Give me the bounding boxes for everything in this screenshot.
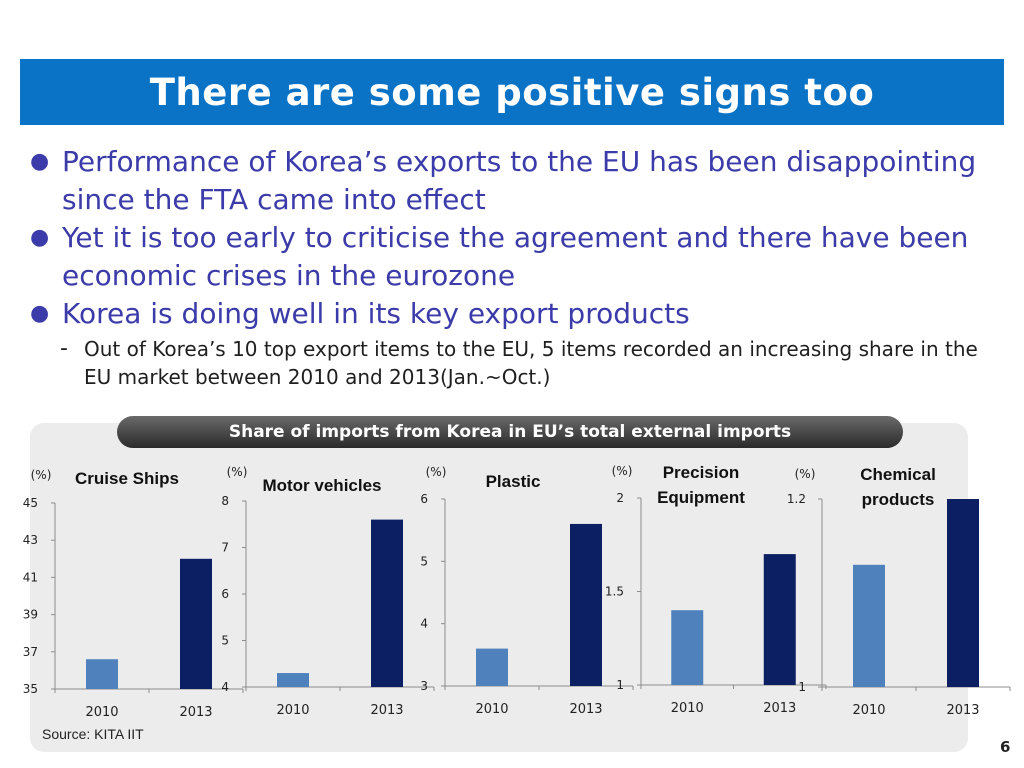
y-tick-label: 1 — [798, 680, 806, 694]
y-tick-label: 39 — [23, 608, 38, 622]
bar-2013 — [570, 523, 602, 686]
chart-title: Plastic — [486, 472, 541, 491]
x-category-label: 2010 — [276, 703, 309, 718]
y-tick-label: 3 — [420, 679, 428, 693]
y-tick-label: 1 — [616, 678, 624, 692]
y-tick-label: 8 — [221, 494, 229, 508]
slide-title: There are some positive signs too — [149, 70, 875, 114]
dash-icon: - — [60, 336, 68, 361]
bar-2013 — [180, 558, 212, 689]
unit-label: (%) — [227, 465, 248, 479]
y-tick-label: 43 — [23, 533, 38, 547]
bar-2010 — [476, 648, 508, 686]
bullet-item: ● Yet it is too early to criticise the a… — [30, 219, 1000, 295]
y-tick-label: 2 — [616, 491, 624, 505]
bar-2010 — [86, 659, 118, 689]
y-tick-label: 1.5 — [605, 585, 624, 599]
x-category-label: 2013 — [946, 703, 979, 718]
title-bar: There are some positive signs too — [20, 59, 1004, 125]
unit-label: (%) — [426, 465, 447, 479]
x-category-label: 2013 — [569, 702, 602, 717]
y-tick-label: 41 — [23, 570, 38, 584]
x-category-label: 2010 — [671, 701, 704, 716]
chart-title: Equipment — [657, 488, 745, 507]
page-number: 6 — [1000, 738, 1011, 756]
bullet-item: ● Korea is doing well in its key export … — [30, 295, 1000, 333]
bullet-text: Yet it is too early to criticise the agr… — [62, 221, 969, 292]
y-tick-label: 35 — [23, 682, 38, 696]
bar-2013 — [947, 499, 979, 687]
x-category-label: 2010 — [475, 702, 508, 717]
unit-label: (%) — [795, 467, 816, 481]
bullet-item: ● Performance of Korea’s exports to the … — [30, 143, 1000, 219]
unit-label: (%) — [612, 464, 633, 478]
y-tick-label: 37 — [23, 645, 38, 659]
panel-title: Share of imports from Korea in EU’s tota… — [117, 416, 903, 448]
bullet-dot-icon: ● — [30, 301, 50, 326]
y-tick-label: 6 — [221, 587, 229, 601]
x-category-label: 2013 — [179, 705, 212, 720]
unit-label: (%) — [31, 468, 52, 482]
y-tick-label: 4 — [221, 680, 229, 694]
chart-title: Cruise Ships — [75, 469, 179, 488]
bar-2010 — [853, 564, 885, 687]
sub-bullet-item: - Out of Korea’s 10 top export items to … — [30, 335, 1000, 391]
bar-2013 — [371, 519, 403, 687]
y-tick-label: 1.2 — [787, 492, 806, 506]
y-tick-label: 7 — [221, 541, 229, 555]
bullet-dot-icon: ● — [30, 225, 50, 250]
x-category-label: 2010 — [85, 705, 118, 720]
sub-bullet-text: Out of Korea’s 10 top export items to th… — [84, 337, 978, 389]
bullet-text: Performance of Korea’s exports to the EU… — [62, 145, 977, 216]
x-category-label: 2013 — [763, 701, 796, 716]
chart-title: Chemical — [860, 465, 936, 484]
y-tick-label: 5 — [221, 634, 229, 648]
x-category-label: 2013 — [370, 703, 403, 718]
bullet-text: Korea is doing well in its key export pr… — [62, 297, 690, 330]
chart-title: products — [862, 490, 935, 509]
x-category-label: 2010 — [852, 703, 885, 718]
y-tick-label: 6 — [420, 492, 428, 506]
bar-2013 — [763, 554, 796, 685]
source-note: Source: KITA IIT — [42, 726, 144, 742]
bar-2010 — [277, 673, 309, 687]
y-tick-label: 45 — [23, 496, 38, 510]
y-tick-label: 4 — [420, 617, 428, 631]
bar-2010 — [671, 610, 704, 685]
bullet-dot-icon: ● — [30, 149, 50, 174]
chart-title: Motor vehicles — [262, 476, 381, 495]
y-tick-label: 5 — [420, 554, 428, 568]
chart-title: Precision — [663, 463, 740, 482]
bullet-list: ● Performance of Korea’s exports to the … — [30, 143, 1000, 391]
